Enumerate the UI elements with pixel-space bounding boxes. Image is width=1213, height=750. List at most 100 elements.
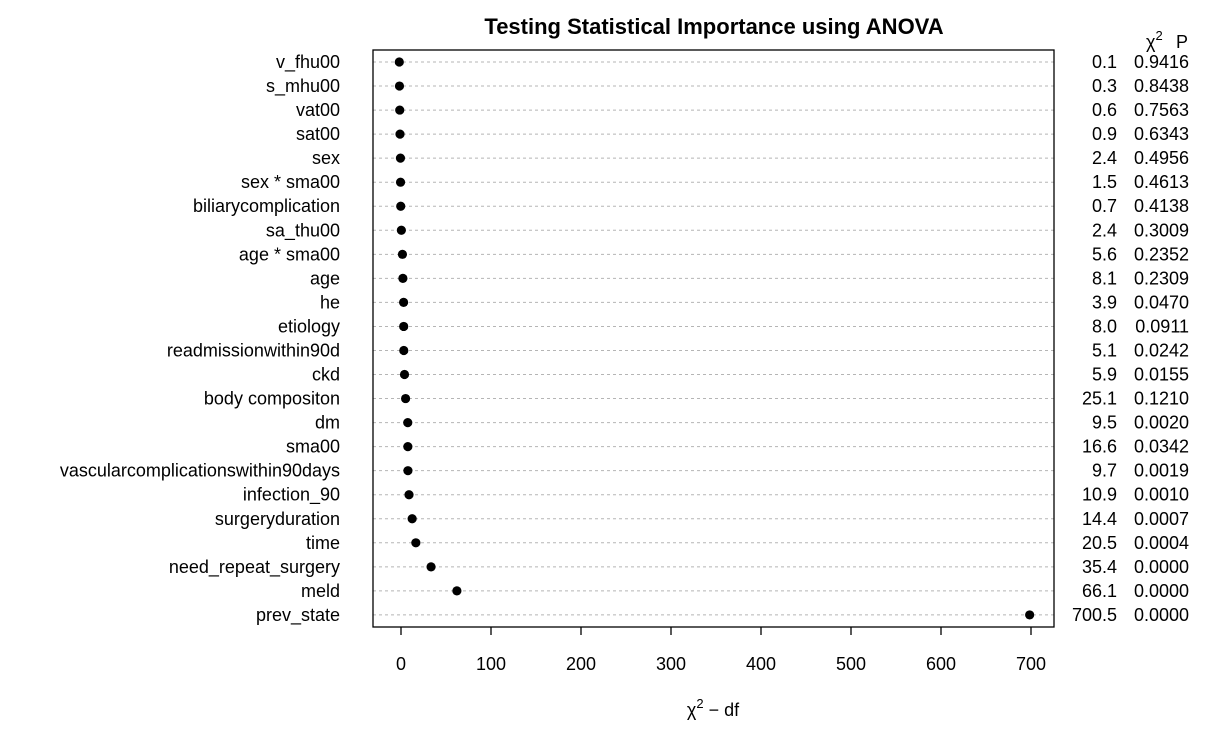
data-point <box>396 225 406 235</box>
p-value: 0.0155 <box>1134 365 1189 385</box>
x-tick-label: 0 <box>396 654 406 674</box>
p-value: 0.3009 <box>1134 220 1189 240</box>
chi2-value: 2.4 <box>1092 148 1117 168</box>
x-tick-label: 600 <box>926 654 956 674</box>
data-point <box>395 105 405 115</box>
row-label: readmissionwithin90d <box>167 340 340 360</box>
data-point <box>399 321 409 332</box>
p-value: 0.0019 <box>1134 461 1189 481</box>
data-point <box>399 345 409 356</box>
row-labels: v_fhu00 s_mhu00 vat00 sat00 sex sex * sma00 bi… <box>60 52 340 626</box>
row-label: surgeryduration <box>215 509 340 529</box>
row-label: prev_state <box>256 605 340 626</box>
row-label: dm <box>315 413 340 433</box>
row-label: sma00 <box>286 437 340 457</box>
p-value: 0.0342 <box>1134 437 1189 457</box>
chi2-value: 0.3 <box>1092 76 1117 96</box>
chart-title: Testing Statistical Importance using ANO… <box>484 14 943 39</box>
p-value: 0.4613 <box>1134 172 1189 192</box>
chi2-value: 0.1 <box>1092 52 1117 72</box>
x-tick-label: 500 <box>836 654 866 674</box>
data-point <box>403 442 413 452</box>
chi2-value: 35.4 <box>1082 557 1117 577</box>
row-label: body compositon <box>204 389 340 409</box>
row-label: sex * sma00 <box>241 172 340 192</box>
data-point <box>403 466 413 476</box>
chi2-value: 25.1 <box>1082 389 1117 409</box>
data-point <box>1025 610 1035 620</box>
p-value: 0.1210 <box>1134 389 1189 409</box>
p-value: 0.7563 <box>1134 100 1189 120</box>
chi2-value: 700.5 <box>1072 605 1117 625</box>
p-value: 0.0007 <box>1134 509 1189 529</box>
data-point <box>399 369 410 380</box>
row-label: age <box>310 268 340 288</box>
chi2-value: 5.9 <box>1092 365 1117 385</box>
data-point <box>395 153 406 163</box>
data-point <box>395 129 405 139</box>
chi2-value: 0.9 <box>1092 124 1117 144</box>
chi2-value: 9.5 <box>1092 413 1117 433</box>
row-label: v_fhu00 <box>276 52 340 73</box>
p-value: 0.2352 <box>1134 244 1189 264</box>
data-point <box>407 514 417 524</box>
chi2-value: 5.6 <box>1092 244 1117 264</box>
p-value: 0.4138 <box>1134 196 1189 216</box>
x-axis: 0 100 200 300 400 500 600 700 <box>396 627 1046 674</box>
chi2-value: 9.7 <box>1092 461 1117 481</box>
data-point <box>395 177 406 187</box>
row-label: sa_thu00 <box>266 220 340 241</box>
chi2-value: 3.9 <box>1092 292 1117 312</box>
data-point <box>398 273 408 283</box>
p-value: 0.0000 <box>1134 605 1189 625</box>
chi2-value: 1.5 <box>1092 172 1117 192</box>
row-label: age * sma00 <box>239 244 340 264</box>
row-label: need_repeat_surgery <box>169 557 340 578</box>
plot-frame <box>372 49 1055 628</box>
chi2-value: 5.1 <box>1092 340 1117 360</box>
chi2-value: 8.1 <box>1092 268 1117 288</box>
p-value: 0.0242 <box>1134 340 1189 360</box>
row-label: meld <box>301 581 340 601</box>
p-value: 0.6343 <box>1134 124 1189 144</box>
row-label: vat00 <box>296 100 340 120</box>
p-value: 0.2309 <box>1134 268 1189 288</box>
data-point <box>397 249 408 259</box>
p-value: 0.4956 <box>1134 148 1189 168</box>
chi2-value: 0.7 <box>1092 196 1117 216</box>
data-point <box>403 418 413 428</box>
x-axis-label: χ2 − df <box>687 696 740 720</box>
p-value: 0.0470 <box>1134 292 1189 312</box>
chi2-value: 16.6 <box>1082 437 1117 457</box>
p-value: 0.0010 <box>1134 485 1189 505</box>
x-tick-label: 200 <box>566 654 596 674</box>
p-value: 0.9416 <box>1134 52 1189 72</box>
x-tick-label: 100 <box>476 654 506 674</box>
x-tick-label: 300 <box>656 654 686 674</box>
chi2-value: 0.6 <box>1092 100 1117 120</box>
chi2-value: 10.9 <box>1082 485 1117 505</box>
row-label: he <box>320 292 340 312</box>
row-label: time <box>306 533 340 553</box>
data-point <box>400 393 411 404</box>
p-column-header: P <box>1176 32 1188 52</box>
p-value: 0.0000 <box>1134 581 1189 601</box>
row-label: biliarycomplication <box>193 196 340 216</box>
p-value: 0.0911 <box>1135 316 1189 336</box>
data-point <box>452 586 462 596</box>
data-point <box>394 57 404 67</box>
data-point <box>394 81 405 91</box>
row-label: vascularcomplicationswithin90days <box>60 461 340 481</box>
chi2-value: 66.1 <box>1082 581 1117 601</box>
p-value: 0.0004 <box>1134 533 1189 553</box>
x-tick-label: 700 <box>1016 654 1046 674</box>
data-point <box>404 490 414 500</box>
data-point <box>426 562 436 572</box>
p-value: 0.8438 <box>1134 76 1189 96</box>
row-statistics: 0.1 0.9416 0.3 0.8438 0.6 0.7563 0.9 0.6343 2.4 0… <box>1072 52 1189 625</box>
row-label: sat00 <box>296 124 340 144</box>
p-value: 0.0020 <box>1134 413 1189 433</box>
row-label: etiology <box>278 316 340 336</box>
chi2-value: 20.5 <box>1082 533 1117 553</box>
